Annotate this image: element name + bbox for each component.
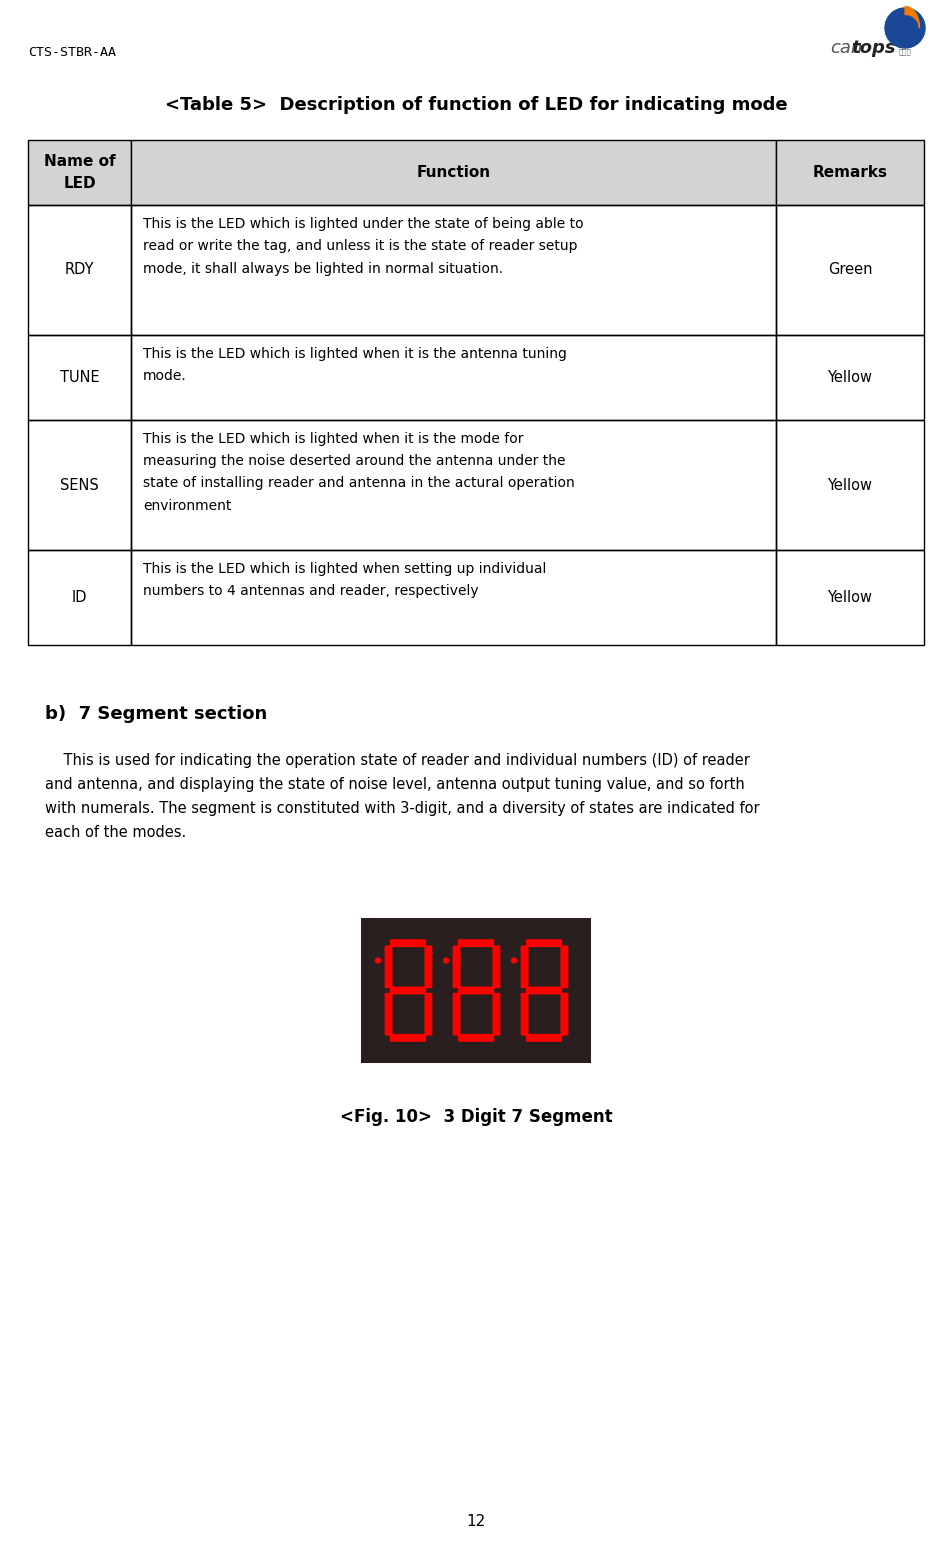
Bar [28,141,924,205]
Circle shape [375,957,381,963]
FancyBboxPatch shape [521,993,528,1036]
Bar [776,205,924,335]
Circle shape [511,957,517,963]
Text: Yellow: Yellow [827,477,872,493]
FancyBboxPatch shape [390,939,426,946]
Text: 캔탑스: 캔탑스 [899,49,911,56]
FancyBboxPatch shape [521,945,528,988]
FancyBboxPatch shape [452,945,461,988]
Text: This is the LED which is lighted when it is the mode for
measuring the noise des: This is the LED which is lighted when it… [143,432,575,513]
Text: tops: tops [851,39,896,57]
Text: Green: Green [827,262,872,278]
Text: Yellow: Yellow [827,371,872,384]
FancyBboxPatch shape [458,987,494,994]
Text: can: can [830,39,863,57]
Bar [776,420,924,550]
Bar [131,550,776,645]
Bar [131,420,776,550]
FancyBboxPatch shape [492,945,501,988]
FancyBboxPatch shape [561,945,568,988]
Bar [28,550,131,645]
Text: Remarks: Remarks [812,165,887,181]
Text: Yellow: Yellow [827,590,872,605]
Bar [28,420,131,550]
Text: SENS: SENS [60,477,99,493]
Text: This is the LED which is lighted when setting up individual
numbers to 4 antenna: This is the LED which is lighted when se… [143,562,546,598]
Bar [131,335,776,420]
Bar [361,919,591,1062]
Text: Function: Function [416,165,490,181]
Bar [131,205,776,335]
Text: b)  7 Segment section: b) 7 Segment section [45,706,268,723]
FancyBboxPatch shape [458,939,494,946]
FancyBboxPatch shape [492,993,501,1036]
FancyBboxPatch shape [526,987,562,994]
FancyBboxPatch shape [390,987,426,994]
Circle shape [885,8,925,48]
Bar [28,205,131,335]
Bar [28,141,131,205]
FancyBboxPatch shape [390,1034,426,1042]
Text: RDY: RDY [65,262,94,278]
FancyBboxPatch shape [452,993,461,1036]
Text: ID: ID [71,590,88,605]
FancyBboxPatch shape [561,993,568,1036]
FancyBboxPatch shape [385,945,392,988]
Text: This is used for indicating the operation state of reader and individual numbers: This is used for indicating the operatio… [45,753,760,840]
Text: This is the LED which is lighted when it is the antenna tuning
mode.: This is the LED which is lighted when it… [143,347,566,383]
FancyBboxPatch shape [425,945,432,988]
Bar [776,335,924,420]
Circle shape [898,20,918,40]
Text: This is the LED which is lighted under the state of being able to
read or write : This is the LED which is lighted under t… [143,218,584,275]
Circle shape [444,957,448,963]
Text: <Table 5>  Description of function of LED for indicating mode: <Table 5> Description of function of LED… [165,96,787,114]
FancyBboxPatch shape [385,993,392,1036]
Text: <Fig. 10>  3 Digit 7 Segment: <Fig. 10> 3 Digit 7 Segment [340,1109,612,1126]
Text: CTS-STBR-AA: CTS-STBR-AA [28,45,116,59]
FancyBboxPatch shape [526,939,562,946]
FancyBboxPatch shape [425,993,432,1036]
Text: Name of
LED: Name of LED [44,154,115,190]
Bar [28,335,131,420]
Bar [131,141,776,205]
FancyBboxPatch shape [458,1034,494,1042]
Bar [776,141,924,205]
FancyBboxPatch shape [526,1034,562,1042]
Text: 12: 12 [466,1515,486,1530]
Text: TUNE: TUNE [60,371,99,384]
Bar [776,550,924,645]
